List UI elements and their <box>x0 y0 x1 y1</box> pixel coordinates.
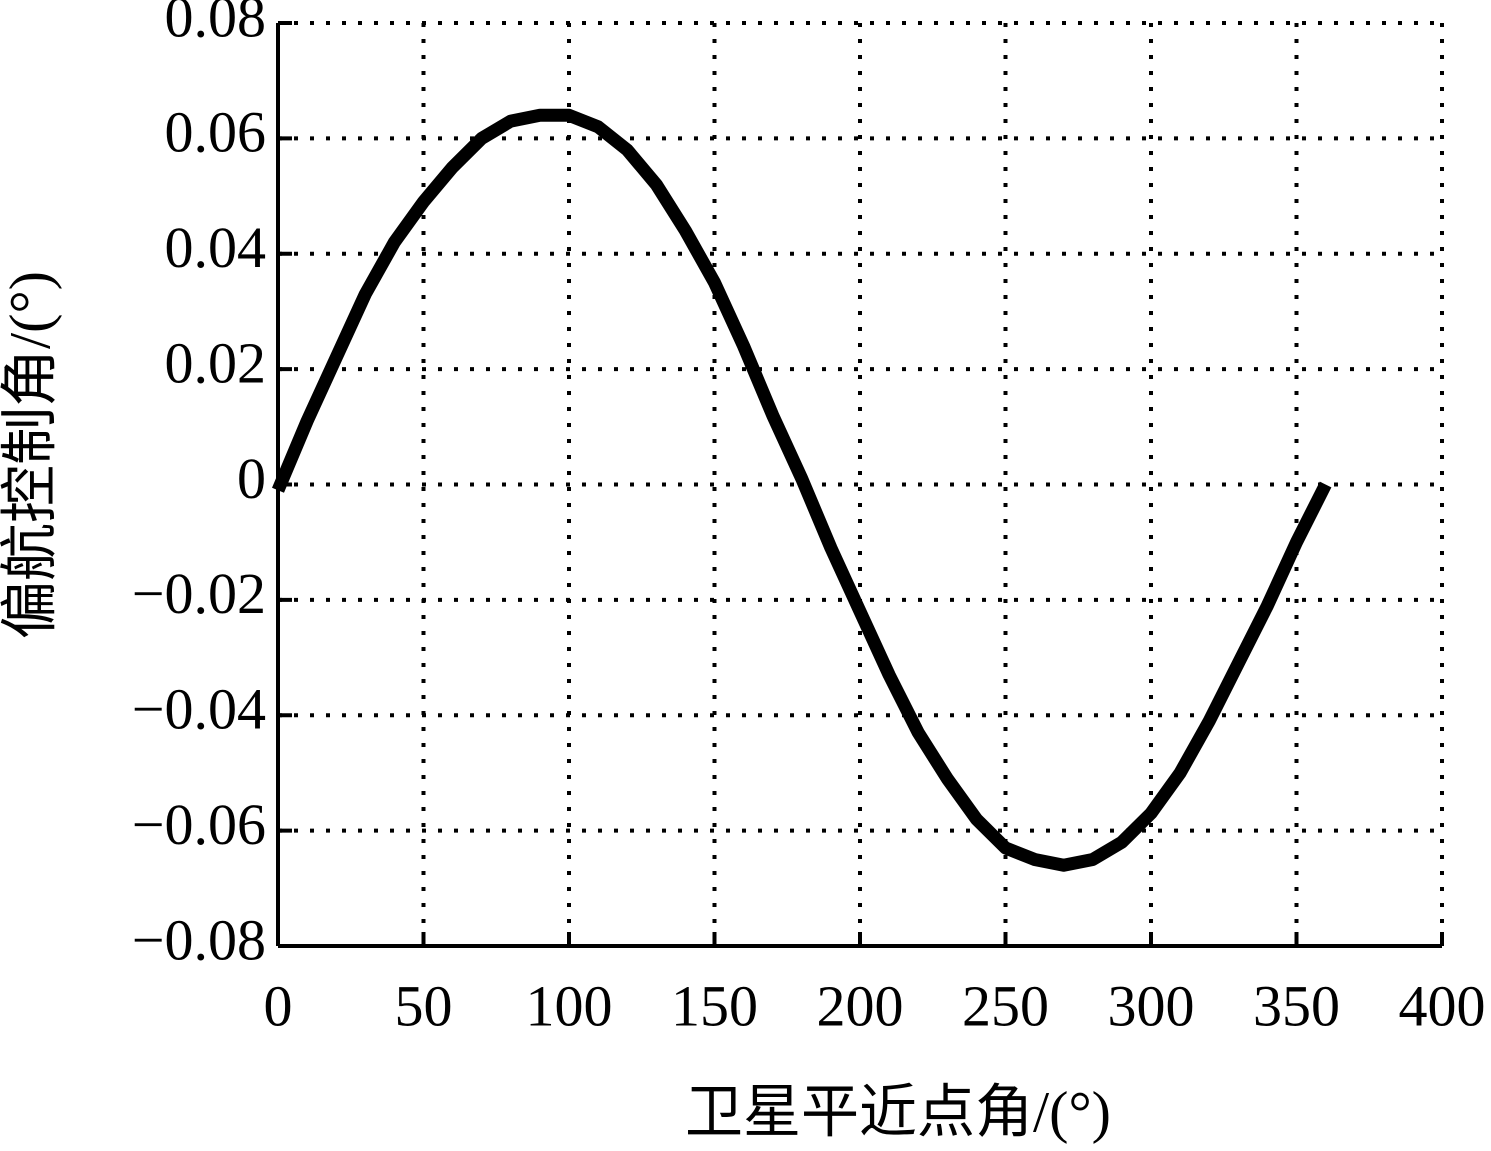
y-tick-label: −0.04 <box>132 677 266 742</box>
y-tick-label: 0.02 <box>165 330 267 395</box>
x-tick-label: 300 <box>1108 973 1195 1038</box>
y-axis-label: 偏航控制角/(°) <box>0 271 62 639</box>
y-tick-label: 0.08 <box>165 0 267 49</box>
x-tick-label: 250 <box>962 973 1049 1038</box>
x-tick-label: 50 <box>395 973 453 1038</box>
x-tick-label: 350 <box>1253 973 1340 1038</box>
y-tick-label: −0.02 <box>132 561 266 626</box>
y-tick-label: −0.08 <box>132 907 266 972</box>
x-tick-label: 400 <box>1399 973 1486 1038</box>
x-tick-label: 200 <box>817 973 904 1038</box>
x-tick-label: 0 <box>264 973 293 1038</box>
y-tick-label: −0.06 <box>132 792 266 857</box>
y-tick-label: 0.06 <box>165 100 267 165</box>
x-tick-label: 150 <box>671 973 758 1038</box>
data-line <box>272 108 1332 872</box>
x-tick-label: 100 <box>526 973 613 1038</box>
y-tick-label: 0.04 <box>165 215 267 280</box>
x-axis-label: 卫星平近点角/(°) <box>685 1079 1111 1144</box>
y-tick-label: 0 <box>237 446 266 511</box>
